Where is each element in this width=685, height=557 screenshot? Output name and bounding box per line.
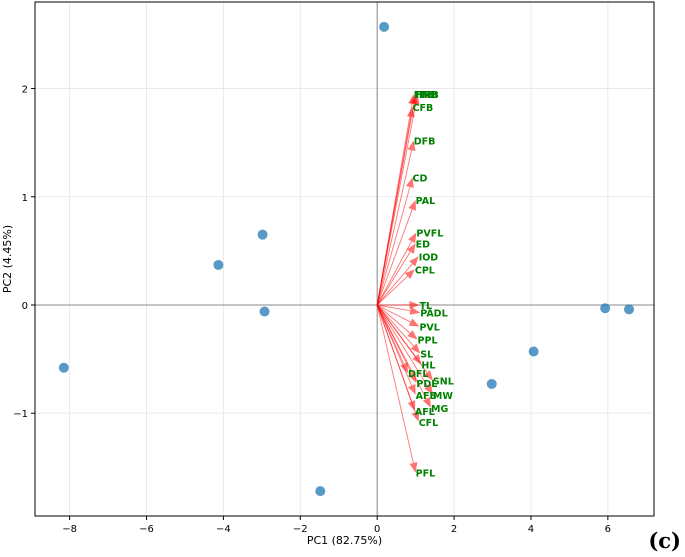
y-tick-label: 1 <box>22 193 28 204</box>
loading-label: PVL <box>419 323 439 334</box>
loading-label: DFL <box>408 369 428 380</box>
loading-arrow-head <box>408 232 417 244</box>
loading-label: AFB <box>416 391 437 402</box>
loading-label: CPL <box>415 265 435 276</box>
loading-label: CFB <box>413 103 434 114</box>
loading-arrow-shaft <box>376 304 413 386</box>
loading-arrow-head <box>411 411 420 422</box>
loading-arrow-head <box>408 372 417 383</box>
loading-label: PADL <box>420 309 447 320</box>
loading-label: DFB <box>414 137 436 148</box>
loading-arrow-shaft <box>376 304 427 400</box>
loading-arrow-head <box>408 200 416 211</box>
y-tick-label: 0 <box>22 301 28 312</box>
loading-label: CD <box>413 173 428 184</box>
loading-arrow-shaft <box>376 304 411 323</box>
loading-label: FMB <box>416 90 439 101</box>
score-point <box>379 21 390 32</box>
loading-arrow-head <box>409 300 420 309</box>
loading-arrow-head <box>410 343 421 354</box>
loading-arrow-shaft <box>376 304 414 464</box>
loading-arrow-head <box>409 306 421 315</box>
x-tick-label: 0 <box>374 524 380 535</box>
loading-arrow-head <box>409 462 418 473</box>
loading-arrow-head <box>404 269 415 280</box>
loading-label: PFL <box>416 469 436 480</box>
loading-arrow-shaft <box>376 186 411 306</box>
loading-arrow-shaft <box>377 304 411 312</box>
loading-arrow-head <box>407 330 418 340</box>
loading-arrow-shaft <box>376 304 428 373</box>
loading-arrow-head <box>408 384 416 395</box>
loading-label: MG <box>431 404 448 415</box>
loading-label: AFL <box>415 407 435 418</box>
score-point <box>624 304 635 315</box>
loading-label: HL <box>421 361 435 372</box>
score-point <box>259 306 270 317</box>
x-tick-label: −2 <box>293 524 308 535</box>
loading-arrow-head <box>406 177 414 189</box>
loading-arrow-shaft <box>376 241 413 306</box>
loading-arrow-head <box>423 370 433 381</box>
x-tick-label: −4 <box>216 524 231 535</box>
loading-label: SL <box>420 350 433 361</box>
loading-arrow-shaft <box>376 209 413 306</box>
loading-label: TL <box>419 301 432 312</box>
x-tick-label: −6 <box>139 524 154 535</box>
plot-frame <box>34 1 655 517</box>
loading-arrow-shaft <box>376 304 411 334</box>
loading-arrow-shaft <box>376 116 412 306</box>
loading-arrow-head <box>406 106 415 118</box>
loading-arrow-head <box>424 384 433 395</box>
loading-arrow-head <box>408 318 420 327</box>
loading-label: MW <box>433 391 453 402</box>
loading-arrow-head <box>406 243 416 254</box>
x-axis-label: PC1 (82.75%) <box>307 534 382 547</box>
loading-arrow-shaft <box>376 304 416 413</box>
y-tick-label: 2 <box>22 85 28 96</box>
score-point <box>315 486 326 497</box>
x-tick-label: −8 <box>62 524 77 535</box>
x-tick-label: 4 <box>528 524 534 535</box>
score-point <box>486 378 497 389</box>
loading-arrow-shaft <box>376 275 408 306</box>
y-axis-label: PC2 (4.45%) <box>1 225 14 293</box>
y-tick-label: −1 <box>13 409 28 420</box>
loading-label: PDL <box>416 379 437 390</box>
score-point <box>600 303 611 314</box>
score-point <box>213 259 224 270</box>
loading-arrow-shaft <box>376 263 413 306</box>
x-tick-label: 6 <box>605 524 611 535</box>
loading-label: FFB <box>414 90 434 101</box>
loading-arrow-head <box>407 400 416 412</box>
loading-label: CFL <box>419 418 439 429</box>
score-point <box>257 229 268 240</box>
loading-arrow-head <box>422 397 432 408</box>
x-tick-label: 2 <box>451 524 457 535</box>
loading-arrow-shaft <box>376 304 429 387</box>
loading-arrow-shaft <box>376 251 411 306</box>
loading-arrow-head <box>407 140 416 152</box>
loading-label: SNL <box>433 377 454 388</box>
score-point <box>528 346 539 357</box>
loading-label: PPL <box>418 336 438 347</box>
loading-arrow-head <box>409 256 419 267</box>
loading-label: PVFL <box>416 228 443 239</box>
loading-label: IOD <box>419 252 439 263</box>
loading-label: TFB <box>418 90 438 101</box>
loading-label: ED <box>416 239 430 250</box>
panel-label: (c) <box>648 528 681 553</box>
score-point <box>58 362 69 373</box>
loading-arrow-shaft <box>376 150 412 306</box>
loading-arrow-shaft <box>376 304 414 347</box>
loading-label: PAL <box>416 196 436 207</box>
loading-arrow-head <box>411 93 420 105</box>
